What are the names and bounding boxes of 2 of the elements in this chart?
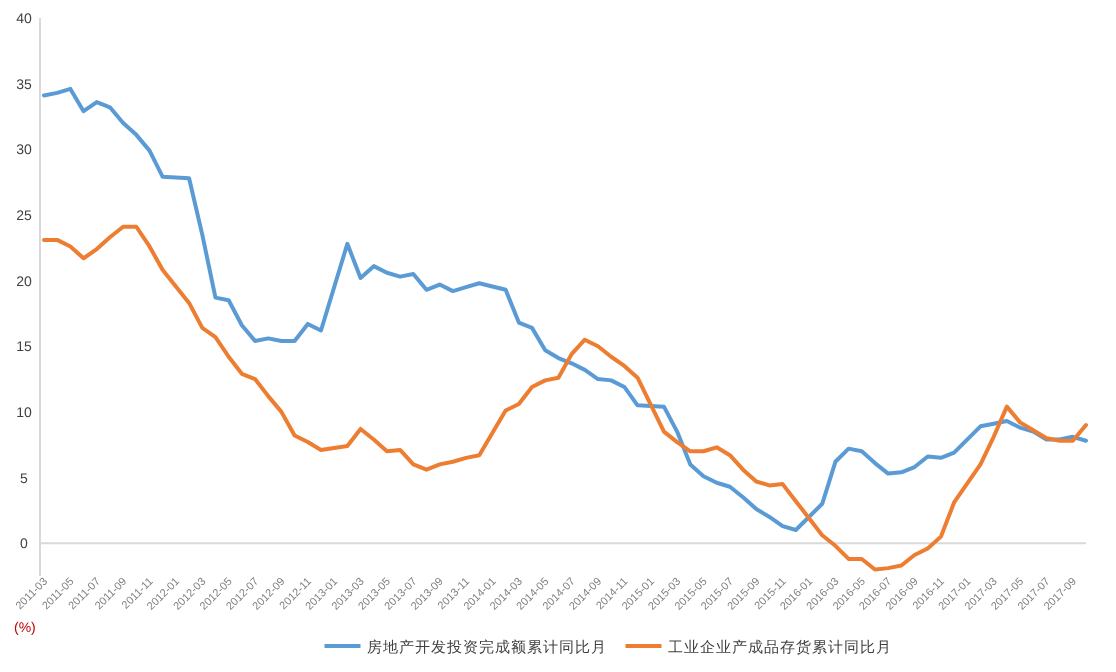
line-series [42,224,1088,572]
line-series [42,86,1088,533]
